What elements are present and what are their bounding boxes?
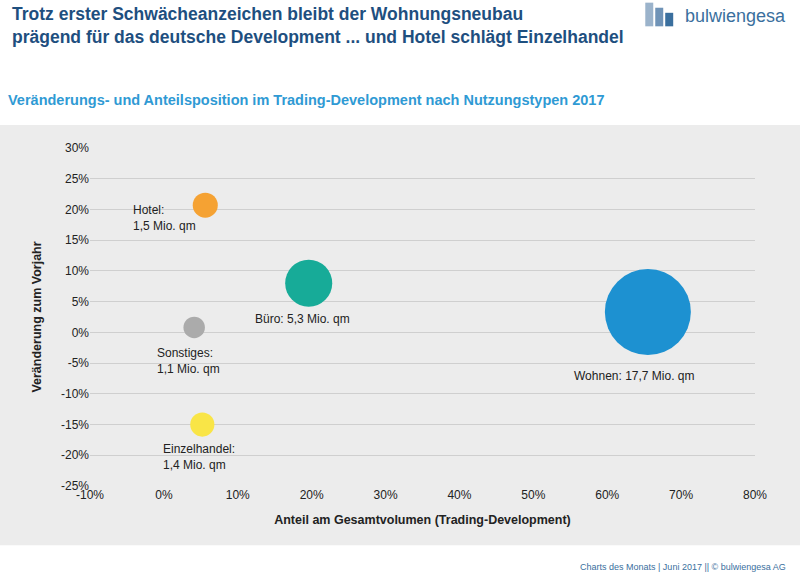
svg-text:Wohnen: 17,7 Mio. qm: Wohnen: 17,7 Mio. qm xyxy=(574,369,695,383)
svg-text:5%: 5% xyxy=(72,295,90,309)
svg-text:-10%: -10% xyxy=(61,387,89,401)
svg-text:50%: 50% xyxy=(521,488,545,502)
svg-text:25%: 25% xyxy=(65,172,89,186)
svg-text:20%: 20% xyxy=(65,203,89,217)
svg-text:30%: 30% xyxy=(65,141,89,155)
svg-text:15%: 15% xyxy=(65,233,89,247)
svg-text:-5%: -5% xyxy=(68,356,90,370)
svg-text:Hotel:1,5 Mio. qm: Hotel:1,5 Mio. qm xyxy=(133,203,196,233)
svg-text:bulwiengesa: bulwiengesa xyxy=(685,6,786,26)
svg-text:0%: 0% xyxy=(155,488,173,502)
svg-text:Veränderungs- und Anteilsposit: Veränderungs- und Anteilsposition im Tra… xyxy=(8,92,604,108)
svg-text:Einzelhandel:1,4 Mio. qm: Einzelhandel:1,4 Mio. qm xyxy=(163,442,235,472)
svg-text:-25%: -25% xyxy=(61,479,89,493)
svg-text:-10%: -10% xyxy=(76,488,104,502)
svg-text:70%: 70% xyxy=(669,488,693,502)
svg-text:80%: 80% xyxy=(743,488,767,502)
svg-text:0%: 0% xyxy=(72,326,90,340)
svg-text:Anteil am Gesamtvolumen (Tradi: Anteil am Gesamtvolumen (Trading-Develop… xyxy=(274,513,571,527)
svg-text:-20%: -20% xyxy=(61,448,89,462)
svg-text:Charts des Monats | Juni 2017: Charts des Monats | Juni 2017 || © bulwi… xyxy=(580,562,786,572)
svg-text:30%: 30% xyxy=(374,488,398,502)
svg-text:10%: 10% xyxy=(65,264,89,278)
svg-text:60%: 60% xyxy=(595,488,619,502)
svg-text:Sonstiges:1,1 Mio. qm: Sonstiges:1,1 Mio. qm xyxy=(157,346,220,376)
svg-text:20%: 20% xyxy=(300,488,324,502)
svg-text:Veränderung zum Vorjahr: Veränderung zum Vorjahr xyxy=(30,241,44,392)
svg-text:Trotz erster Schwächeanzeichen: Trotz erster Schwächeanzeichen bleibt de… xyxy=(12,4,624,47)
svg-text:10%: 10% xyxy=(226,488,250,502)
svg-text:Büro: 5,3 Mio. qm: Büro: 5,3 Mio. qm xyxy=(255,312,350,326)
svg-text:40%: 40% xyxy=(447,488,471,502)
svg-text:-15%: -15% xyxy=(61,418,89,432)
